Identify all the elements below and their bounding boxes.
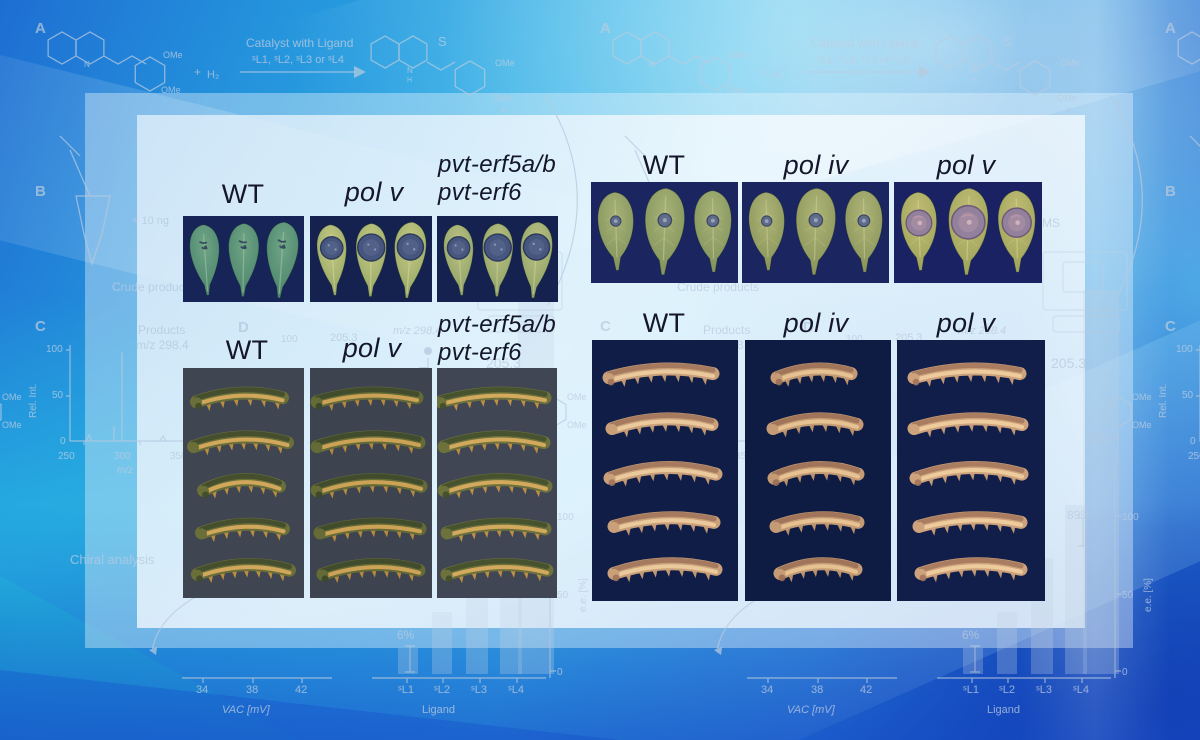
genotype-label-pol-v: pol v: [936, 150, 996, 180]
genotype-label-pol-iv: pol iv: [783, 150, 849, 180]
genotype-label-wt: WT: [642, 308, 686, 338]
genotype-label-pvt-erf6: pvt-erf6: [438, 339, 522, 366]
leaf-photo-panel: [591, 182, 738, 283]
genotype-label-pol-iv: pol iv: [783, 308, 849, 338]
genotype-label-pol-v: pol v: [344, 177, 404, 207]
caterpillar-photo-panel: [310, 368, 432, 598]
leaf-photo-panel: [894, 182, 1042, 283]
genotype-label-pvt-erf5ab: pvt-erf5a/b: [438, 311, 557, 338]
leaf-photo-panel: [310, 216, 432, 302]
leaf-photo-panel: [183, 216, 304, 302]
genotype-label-wt: WT: [221, 179, 265, 209]
caterpillar-photo-panel: [183, 368, 304, 598]
caterpillar-photo-panel: [592, 340, 738, 601]
caterpillar-photo-panel: [745, 340, 891, 601]
caterpillar-photo-panel: [434, 368, 557, 598]
genotype-label-pvt-erf5ab: pvt-erf5a/b: [438, 151, 557, 178]
caterpillar-photo-panel: [897, 340, 1045, 601]
genotype-label-pol-v: pol v: [936, 308, 996, 338]
leaf-photo-panel: [742, 182, 889, 283]
genotype-label-wt: WT: [642, 150, 686, 180]
genotype-label-pol-v: pol v: [342, 333, 402, 363]
leaf-photo-panel: [437, 216, 558, 302]
genotype-label-wt: WT: [225, 335, 269, 365]
genotype-label-pvt-erf6: pvt-erf6: [438, 179, 522, 206]
